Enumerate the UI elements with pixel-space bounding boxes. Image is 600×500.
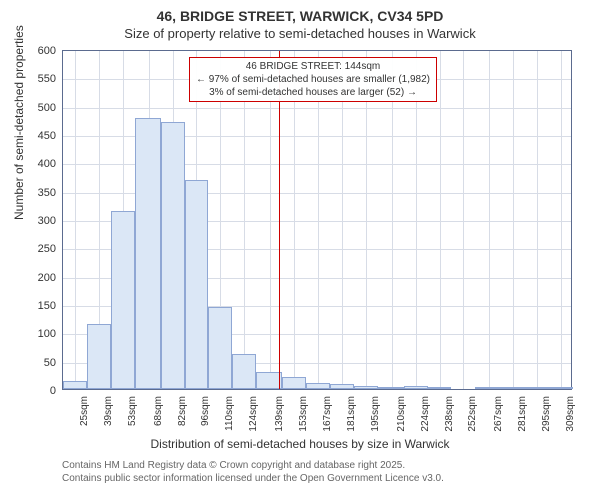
histogram-bar (501, 387, 525, 389)
histogram-bar (87, 324, 111, 389)
ytick-label: 400 (16, 158, 56, 170)
xtick-label: 96sqm (200, 396, 211, 426)
ytick-label: 200 (16, 272, 56, 284)
histogram-bar (185, 180, 209, 389)
xtick-label: 238sqm (444, 396, 455, 432)
xaxis-title: Distribution of semi-detached houses by … (0, 437, 600, 451)
gridline-v (75, 51, 76, 389)
annotation-box: 46 BRIDGE STREET: 144sqm← 97% of semi-de… (189, 57, 437, 102)
footer-line2: Contains public sector information licen… (62, 472, 444, 485)
gridline-v (537, 51, 538, 389)
xtick-label: 167sqm (322, 396, 333, 432)
gridline-v (489, 51, 490, 389)
xtick-label: 124sqm (248, 396, 259, 432)
xtick-label: 53sqm (127, 396, 138, 426)
histogram-bar (63, 381, 87, 390)
xtick-label: 82sqm (177, 396, 188, 426)
xtick-label: 224sqm (420, 396, 431, 432)
title-sub: Size of property relative to semi-detach… (0, 24, 600, 45)
xtick-label: 267sqm (493, 396, 504, 432)
ytick-label: 100 (16, 328, 56, 340)
xtick-label: 68sqm (153, 396, 164, 426)
annotation-line: ← 97% of semi-detached houses are smalle… (196, 73, 430, 86)
gridline-h (63, 108, 571, 109)
xtick-label: 210sqm (396, 396, 407, 432)
ytick-label: 350 (16, 187, 56, 199)
ytick-label: 50 (16, 357, 56, 369)
ytick-label: 300 (16, 215, 56, 227)
xtick-label: 181sqm (346, 396, 357, 432)
histogram-bar (208, 307, 232, 389)
xtick-label: 110sqm (224, 396, 235, 431)
histogram-bar (135, 118, 161, 389)
xtick-label: 195sqm (370, 396, 381, 432)
xtick-label: 281sqm (517, 396, 528, 432)
histogram-bar (232, 354, 256, 389)
ytick-label: 150 (16, 300, 56, 312)
ytick-label: 600 (16, 45, 56, 57)
histogram-bar (282, 377, 306, 389)
histogram-bar (404, 386, 428, 389)
histogram-bar (354, 386, 378, 389)
gridline-v (513, 51, 514, 389)
histogram-bar (378, 387, 404, 389)
xtick-label: 153sqm (298, 396, 309, 432)
histogram-bar (475, 387, 501, 389)
chart-area: 05010015020025030035040045050055060025sq… (62, 50, 572, 390)
gridline-v (463, 51, 464, 389)
xtick-label: 252sqm (467, 396, 478, 432)
annotation-line: 46 BRIDGE STREET: 144sqm (196, 60, 430, 73)
annotation-line: 3% of semi-detached houses are larger (5… (196, 86, 430, 99)
histogram-bar (111, 211, 135, 390)
histogram-bar (428, 387, 452, 389)
ytick-label: 450 (16, 130, 56, 142)
xtick-label: 309sqm (565, 396, 576, 432)
histogram-bar (549, 387, 573, 389)
ytick-label: 250 (16, 243, 56, 255)
histogram-bar (306, 383, 330, 389)
histogram-bar (330, 384, 354, 389)
gridline-v (561, 51, 562, 389)
ytick-label: 500 (16, 102, 56, 114)
histogram-bar (525, 387, 549, 389)
footer-line1: Contains HM Land Registry data © Crown c… (62, 459, 444, 472)
gridline-v (440, 51, 441, 389)
xtick-label: 39sqm (103, 396, 114, 426)
title-main: 46, BRIDGE STREET, WARWICK, CV34 5PD (0, 0, 600, 24)
ytick-label: 0 (16, 385, 56, 397)
xtick-label: 295sqm (541, 396, 552, 432)
xtick-label: 25sqm (79, 396, 90, 426)
ytick-label: 550 (16, 73, 56, 85)
histogram-bar (161, 122, 185, 389)
footer: Contains HM Land Registry data © Crown c… (62, 459, 444, 485)
xtick-label: 139sqm (274, 396, 285, 432)
plot: 05010015020025030035040045050055060025sq… (62, 50, 572, 390)
